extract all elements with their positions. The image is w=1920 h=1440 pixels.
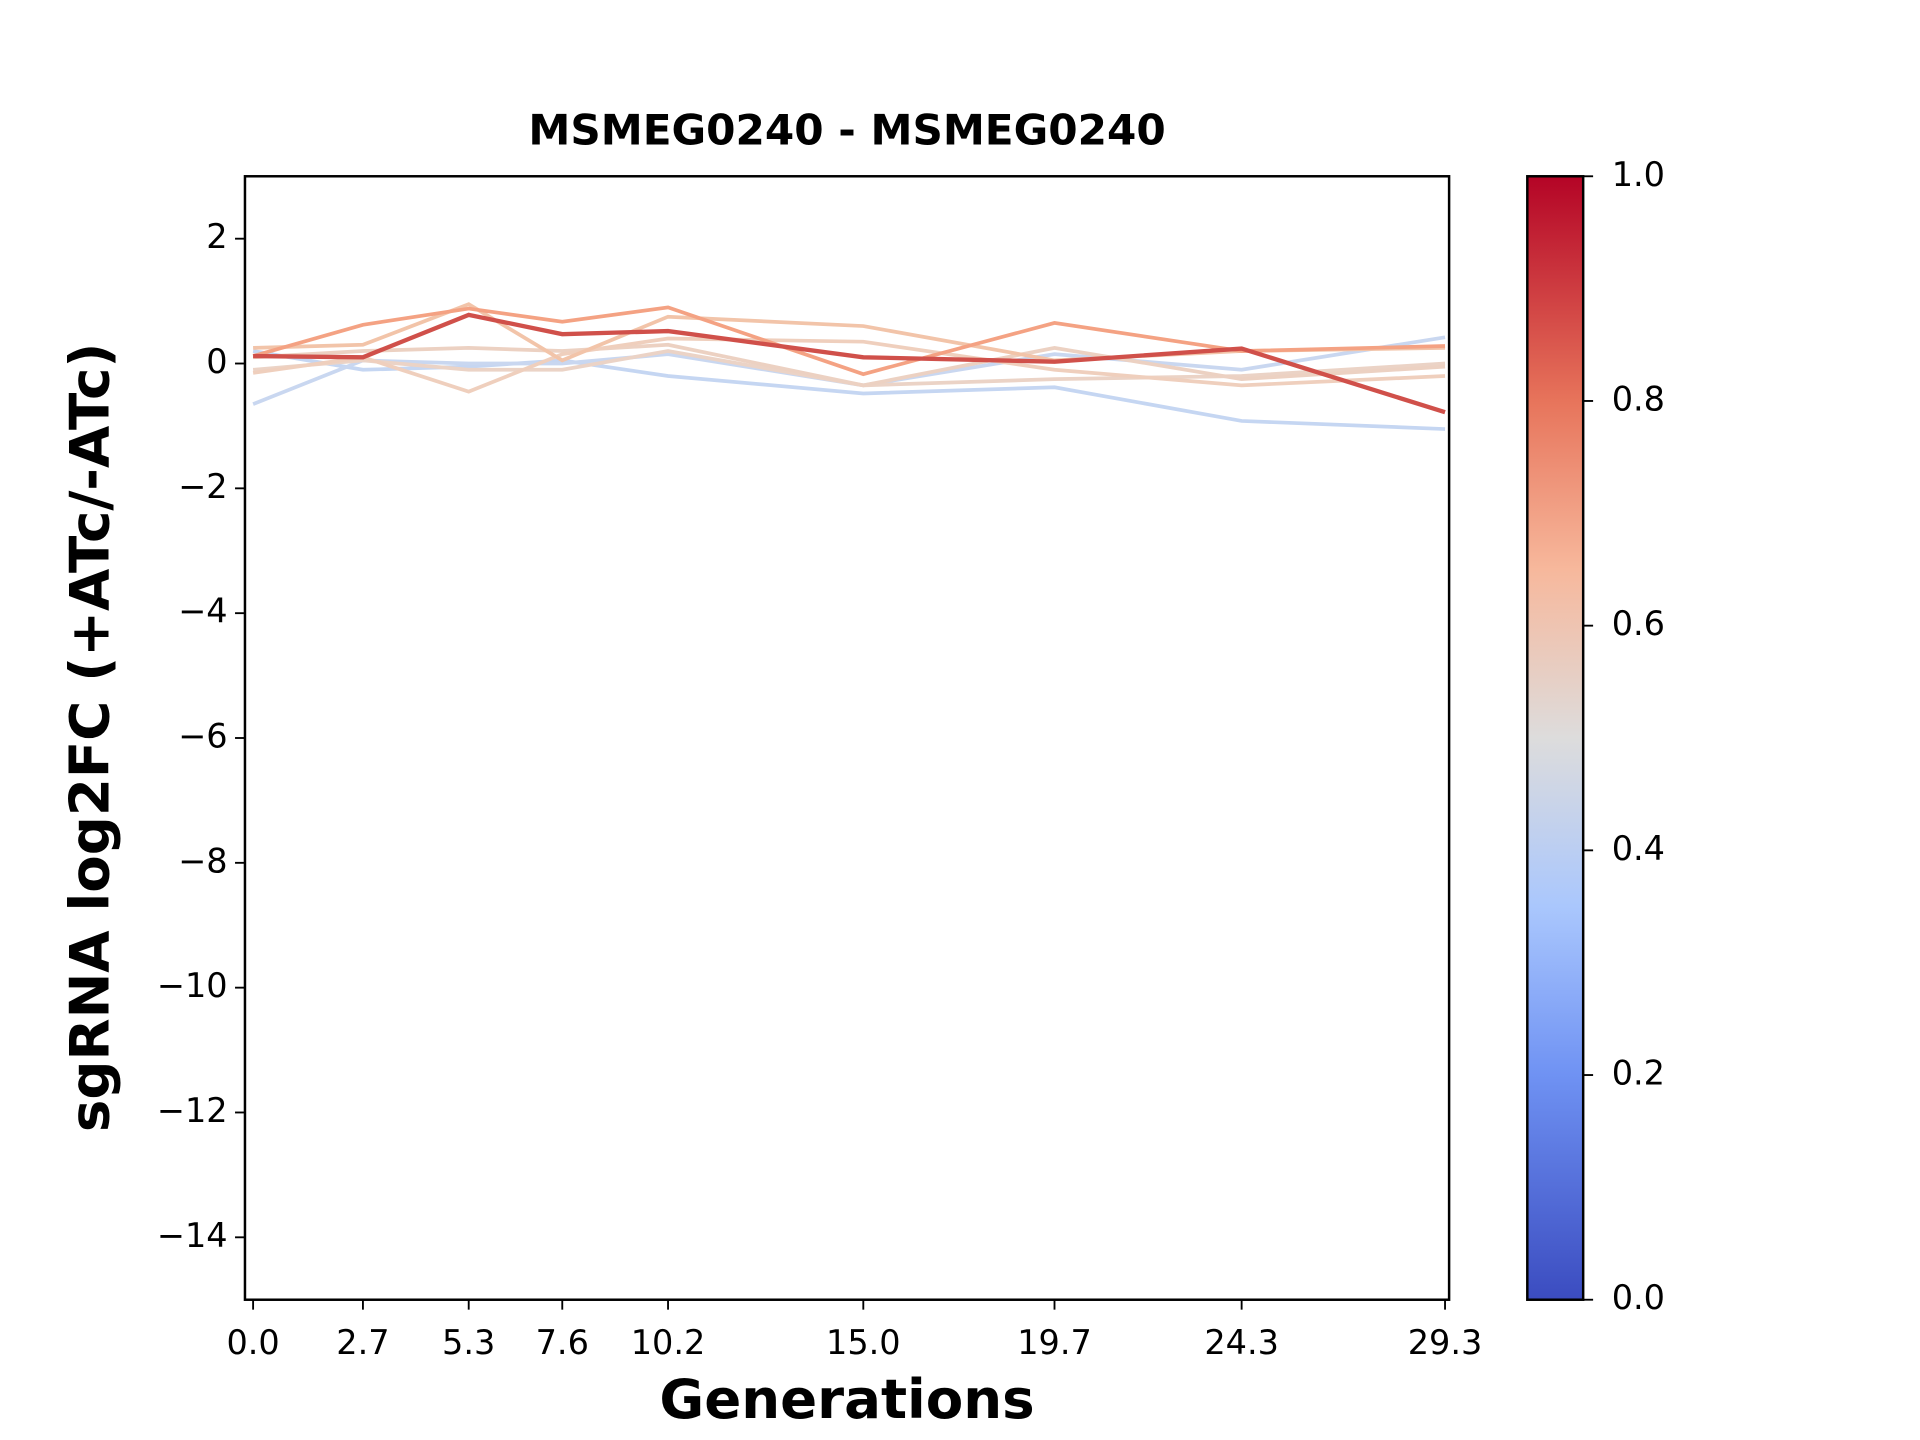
x-tick-label: 10.2 (631, 1323, 706, 1362)
y-tick-label: 2 (206, 217, 227, 256)
series-line (252, 342, 1446, 388)
colorbar-tick-label: 1.0 (1612, 155, 1665, 194)
colorbar-tick-label: 0.6 (1612, 604, 1665, 643)
y-tick-label: −6 (178, 717, 227, 756)
y-tick-label: −12 (157, 1091, 228, 1130)
series-line (252, 336, 1446, 394)
colorbar (1526, 175, 1585, 1301)
series-line (252, 349, 1446, 388)
y-tick-label: −14 (157, 1216, 228, 1255)
x-tick-label: 24.3 (1204, 1323, 1279, 1362)
y-tick-label: −2 (178, 467, 227, 506)
y-tick-label: −10 (157, 966, 228, 1005)
colorbar-tick-label: 0.4 (1612, 829, 1665, 868)
x-tick-label: 5.3 (442, 1323, 495, 1362)
y-tick-label: −4 (178, 592, 227, 631)
colorbar-tick-label: 0.0 (1612, 1278, 1665, 1317)
x-tick-label: 2.7 (336, 1323, 389, 1362)
series-line (252, 305, 1446, 377)
colorbar-tick-label: 0.8 (1612, 379, 1665, 418)
x-tick-label: 19.7 (1017, 1323, 1092, 1362)
colorbar-tick-label: 0.2 (1612, 1054, 1665, 1093)
series-line (252, 335, 1446, 406)
x-tick-label: 29.3 (1408, 1323, 1483, 1362)
x-tick-label: 15.0 (826, 1323, 901, 1362)
y-axis-label: sgRNA log2FC (+ATc/-ATc) (58, 343, 122, 1132)
series-line (253, 312, 1446, 415)
x-axis-label: Generations (659, 1367, 1034, 1431)
y-tick-label: 0 (206, 342, 227, 381)
plot-frame (243, 175, 1451, 1301)
x-tick-label: 0.0 (226, 1323, 279, 1362)
plot-area (252, 302, 1446, 431)
chart-title: MSMEG0240 - MSMEG0240 (528, 105, 1165, 154)
x-tick-label: 7.6 (536, 1323, 589, 1362)
y-tick-label: −8 (178, 841, 227, 880)
